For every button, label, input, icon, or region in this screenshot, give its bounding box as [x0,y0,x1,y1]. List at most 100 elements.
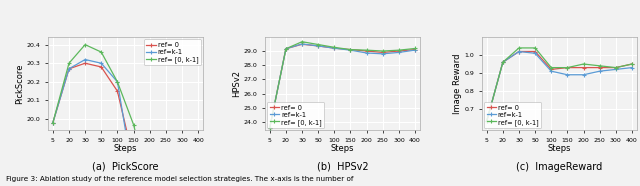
ref= [0, k-1] [282,48,290,50]
ref= 0 [314,45,322,47]
ref=k-1 [612,68,620,70]
Line: ref= [0, k-1]: ref= [0, k-1] [484,46,634,123]
ref=k-1 [97,62,105,64]
ref= 0 [113,90,121,92]
ref= [0, k-1] [162,181,170,183]
ref=k-1 [282,48,290,50]
ref= 0 [547,68,555,70]
ref= 0 [298,43,306,45]
ref= 0 [347,49,355,51]
ref= [0, k-1] [97,51,105,53]
ref=k-1 [580,74,588,76]
ref=k-1 [81,58,89,61]
Y-axis label: Image Reward: Image Reward [452,53,461,114]
ref= 0 [515,50,523,53]
ref=k-1 [298,43,306,45]
ref=k-1 [395,51,403,54]
Line: ref= [0, k-1]: ref= [0, k-1] [268,40,417,130]
Line: ref=k-1: ref=k-1 [484,49,634,123]
ref=k-1 [411,49,419,51]
ref=k-1 [531,52,539,54]
ref= 0 [195,177,202,180]
ref= [0, k-1] [564,66,572,69]
ref= 0 [564,66,572,69]
Text: (b)  HPSv2: (b) HPSv2 [317,162,368,172]
ref= 0 [282,48,290,50]
Legend: ref= 0, ref=k-1, ref= [0, k-1]: ref= 0, ref=k-1, ref= [0, k-1] [484,102,541,128]
ref= [0, k-1] [499,61,507,63]
ref=k-1 [363,52,371,54]
ref= [0, k-1] [178,179,186,182]
ref= 0 [363,50,371,52]
ref=k-1 [628,66,636,69]
Y-axis label: PickScore: PickScore [15,63,24,104]
ref= [0, k-1] [612,66,620,69]
ref= [0, k-1] [628,63,636,65]
ref= 0 [531,50,539,53]
ref= [0, k-1] [113,81,121,83]
ref= 0 [411,49,419,51]
ref= 0 [266,126,274,129]
ref=k-1 [113,81,121,83]
Text: Figure 3: Ablation study of the reference model selection strategies. The x-axis: Figure 3: Ablation study of the referenc… [6,176,354,182]
ref= [0, k-1] [130,124,138,126]
X-axis label: Steps: Steps [331,144,354,153]
ref= [0, k-1] [314,43,322,46]
ref=k-1 [379,53,387,55]
ref= [0, k-1] [330,46,338,49]
ref=k-1 [65,68,73,70]
ref=k-1 [49,122,57,124]
ref=k-1 [596,70,604,72]
ref= 0 [130,159,138,161]
ref= [0, k-1] [411,47,419,50]
ref=k-1 [314,45,322,47]
ref= 0 [81,62,89,64]
ref= 0 [65,68,73,70]
X-axis label: Steps: Steps [548,144,571,153]
ref= 0 [483,120,490,122]
ref= [0, k-1] [395,49,403,51]
ref= [0, k-1] [531,47,539,49]
ref= [0, k-1] [580,63,588,65]
ref= 0 [596,66,604,69]
ref= 0 [49,122,57,124]
ref= 0 [379,51,387,54]
ref=k-1 [499,61,507,63]
ref=k-1 [564,74,572,76]
ref= 0 [628,63,636,65]
ref= [0, k-1] [298,41,306,43]
ref= [0, k-1] [195,170,202,172]
Legend: ref= 0, ref=k-1, ref= [0, k-1]: ref= 0, ref=k-1, ref= [0, k-1] [267,102,324,128]
Line: ref= 0: ref= 0 [268,42,417,130]
ref= 0 [499,61,507,63]
ref= 0 [580,66,588,69]
ref= [0, k-1] [483,120,490,122]
Line: ref= 0: ref= 0 [51,61,200,186]
ref= [0, k-1] [81,44,89,46]
ref= 0 [97,66,105,68]
ref= 0 [612,66,620,69]
Line: ref=k-1: ref=k-1 [51,57,200,186]
X-axis label: Steps: Steps [114,144,137,153]
Line: ref= [0, k-1]: ref= [0, k-1] [51,43,200,186]
ref=k-1 [330,47,338,49]
ref= [0, k-1] [266,126,274,129]
ref=k-1 [515,50,523,53]
ref= [0, k-1] [363,49,371,51]
Line: ref=k-1: ref=k-1 [268,42,417,130]
ref=k-1 [195,174,202,176]
Line: ref= 0: ref= 0 [484,49,634,123]
ref= 0 [395,50,403,52]
ref= [0, k-1] [379,50,387,52]
ref= [0, k-1] [596,65,604,67]
ref= [0, k-1] [65,62,73,64]
ref= 0 [330,47,338,49]
ref=k-1 [130,177,138,180]
ref=k-1 [547,70,555,72]
Legend: ref= 0, ref=k-1, ref= [0, k-1]: ref= 0, ref=k-1, ref= [0, k-1] [143,39,201,65]
ref=k-1 [483,120,490,122]
ref=k-1 [266,126,274,129]
ref= [0, k-1] [49,122,57,124]
ref= [0, k-1] [515,47,523,49]
ref= [0, k-1] [547,66,555,69]
